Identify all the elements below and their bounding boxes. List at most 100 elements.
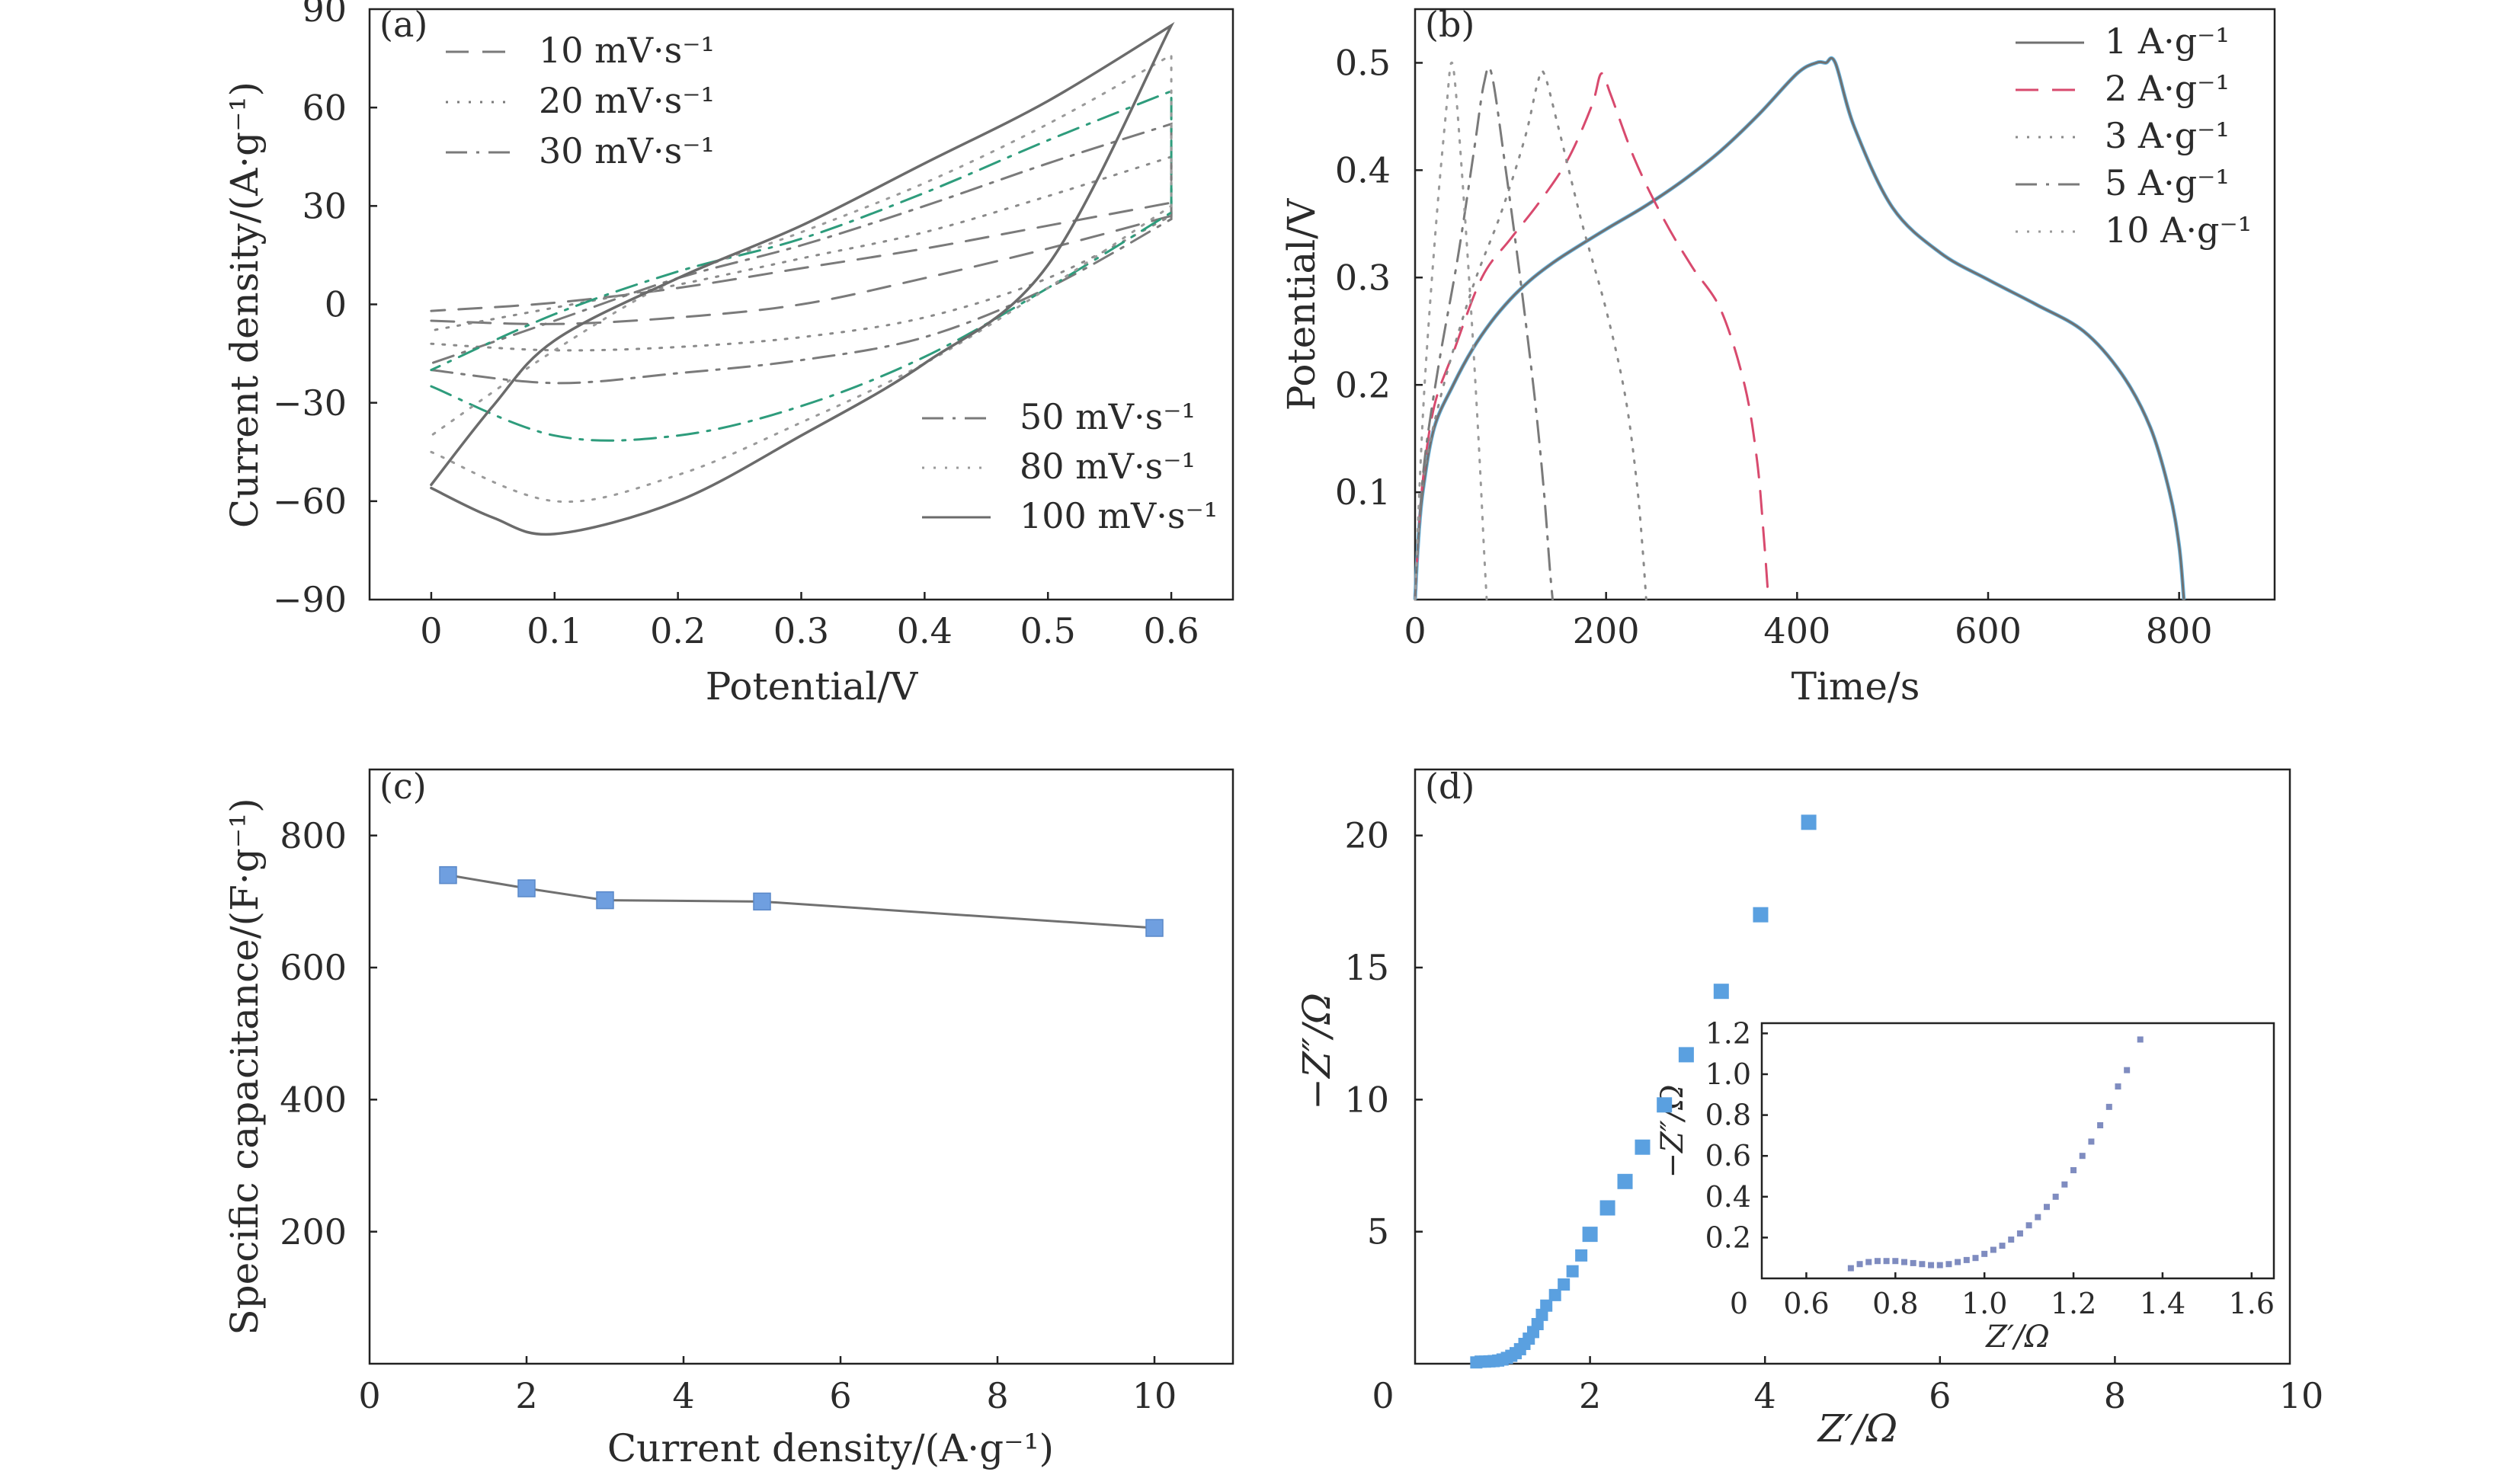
panel-c-xtick-label: 8 (986, 1375, 1008, 1416)
panel-d-ylabel: −Z″/Ω (1295, 993, 1339, 1110)
legend-a-label-2: 20 mV·s⁻¹ (539, 80, 715, 121)
panel-a-xtick-label: 0 (420, 610, 442, 651)
inset-point (1981, 1250, 1988, 1257)
panel-c: (c) Current density/(A·g⁻¹) Specific cap… (223, 766, 1234, 1470)
inset-point (2088, 1138, 2095, 1145)
panel-b-ytick-label: 0.4 (1335, 149, 1391, 190)
panel-a-ytick-label: 60 (302, 87, 347, 128)
inset-point (1856, 1261, 1863, 1268)
panel-d-frame (1414, 768, 2291, 1365)
panel-c-ytick-label: 800 (280, 815, 347, 856)
legend-b-label-4: 5 A·g⁻¹ (2105, 162, 2230, 203)
legend-a-label-5: 80 mV·s⁻¹ (1020, 446, 1196, 487)
inset-xtick-label: 1.4 (2140, 1287, 2185, 1320)
inset-point (1955, 1259, 1961, 1265)
nyquist-point (1566, 1265, 1579, 1278)
capacitance-marker-4 (753, 892, 771, 911)
panel-d-xtick-label: 8 (2104, 1375, 2126, 1416)
inset-point (2079, 1153, 2086, 1160)
nyquist-point (1713, 984, 1729, 1000)
inset-point (2061, 1181, 2068, 1188)
inset-point (1919, 1261, 1926, 1268)
panel-b-xtick-label: 400 (1763, 610, 1830, 651)
nyquist-point (1558, 1278, 1571, 1291)
panel-a-ytick-label: 0 (325, 284, 347, 325)
panel-a-ytick-label: 30 (302, 185, 347, 226)
inset-point (1865, 1259, 1872, 1265)
inset-ytick-label: 1.2 (1705, 1016, 1751, 1050)
legend-b-label-2: 2 A·g⁻¹ (2105, 68, 2230, 109)
legend-b-label-1: 1 A·g⁻¹ (2105, 21, 2230, 62)
inset-point (2008, 1236, 2015, 1243)
panel-c-xlabel: Current density/(A·g⁻¹) (607, 1426, 1054, 1470)
inset-point (1910, 1259, 1916, 1266)
panel-b-ytick-label: 0.2 (1335, 364, 1391, 405)
panel-a-ytick-label: −90 (273, 579, 347, 620)
panel-d-ytick-label: 20 (1344, 815, 1389, 856)
nyquist-point (1617, 1173, 1633, 1189)
panel-b-ytick-label: 0.5 (1335, 43, 1391, 84)
panel-b-xtick-label: 800 (2146, 610, 2213, 651)
panel-b-label: (b) (1425, 4, 1475, 45)
panel-b-ytick-label: 0.1 (1335, 472, 1391, 513)
gcd-curve-2 (1414, 72, 1770, 601)
panel-b-frame (1414, 8, 2276, 601)
nyquist-point (1531, 1318, 1544, 1330)
nyquist-point (1540, 1299, 1553, 1312)
inset-xtick-label: 1.6 (2229, 1287, 2275, 1320)
panel-a-xtick-label: 0.5 (1020, 610, 1076, 651)
inset-point (1900, 1259, 1907, 1265)
inset-point (1945, 1261, 1952, 1268)
cv-curve-4 (430, 89, 1173, 442)
inset-point (1990, 1246, 1996, 1253)
inset-xtick-label: 0.6 (1783, 1287, 1829, 1320)
panel-a-ytick-label: 90 (302, 0, 347, 30)
panel-b-xtick-label: 0 (1404, 610, 1426, 651)
inset-xtick-label: 1.0 (1961, 1287, 2007, 1320)
inset-point (1972, 1255, 1979, 1262)
panel-d-xtick-label: 0 (1372, 1375, 1394, 1416)
inset-point (2124, 1067, 2131, 1073)
panel-c-ytick-label: 600 (280, 947, 347, 988)
panel-d-xtick-label: 6 (1929, 1375, 1951, 1416)
panel-b: (b) Time/s Potential/V 0 200 400 600 800 0.1 0… (1279, 4, 2276, 709)
inset-xtick-label: 1.2 (2051, 1287, 2096, 1320)
nyquist-point (1575, 1249, 1588, 1262)
inset-point (1963, 1256, 1970, 1263)
panel-a-ytick-label: −60 (273, 481, 347, 522)
inset-point (2025, 1222, 2032, 1229)
gcd-curve-5 (1414, 61, 1488, 601)
panel-d: (d) Z′/Ω −Z″/Ω Z′/Ω −Z″/Ω 0 2 4 6 8 105101520… (1295, 766, 2323, 1451)
panel-b-xlabel: Time/s (1792, 664, 1920, 709)
nyquist-point (1753, 907, 1769, 923)
inset-point (1892, 1258, 1899, 1265)
inset-point (1874, 1258, 1881, 1265)
panel-d-xtick-label: 10 (2279, 1375, 2324, 1416)
panel-c-label: (c) (379, 766, 427, 807)
inset-ytick-label: 0.8 (1705, 1099, 1751, 1132)
inset-frame (1760, 1022, 2275, 1280)
gcd-curve-highlight (1413, 56, 2186, 600)
gcd-curve-4 (1414, 66, 1554, 601)
panel-b-xtick-label: 600 (1955, 610, 2022, 651)
inset-xtick-label: 0 (1730, 1287, 1748, 1320)
inset-point (1847, 1265, 1854, 1272)
panel-b-ylabel: Potential/V (1279, 198, 1324, 411)
nyquist-point (1582, 1227, 1598, 1243)
legend-b-label-3: 3 A·g⁻¹ (2105, 115, 2230, 156)
nyquist-point (1635, 1139, 1651, 1155)
panel-d-ytick-label: 5 (1367, 1211, 1389, 1252)
legend-a-label-1: 10 mV·s⁻¹ (539, 30, 715, 71)
gcd-curve-1 (1414, 56, 2185, 601)
legend-a-label-6: 100 mV·s⁻¹ (1020, 495, 1218, 536)
capacitance-marker-1 (439, 865, 457, 885)
inset-xtick-label: 0.8 (1872, 1287, 1918, 1320)
panel-a-xtick-label: 0.6 (1143, 610, 1199, 651)
panel-a-xtick-label: 0.4 (897, 610, 953, 651)
capacitance-marker-2 (517, 879, 536, 897)
capacitance-line (447, 874, 1155, 929)
panel-d-ytick-label: 15 (1344, 947, 1389, 988)
panel-c-xtick-label: 0 (358, 1375, 380, 1416)
inset-ytick-label: 0.6 (1705, 1139, 1751, 1172)
